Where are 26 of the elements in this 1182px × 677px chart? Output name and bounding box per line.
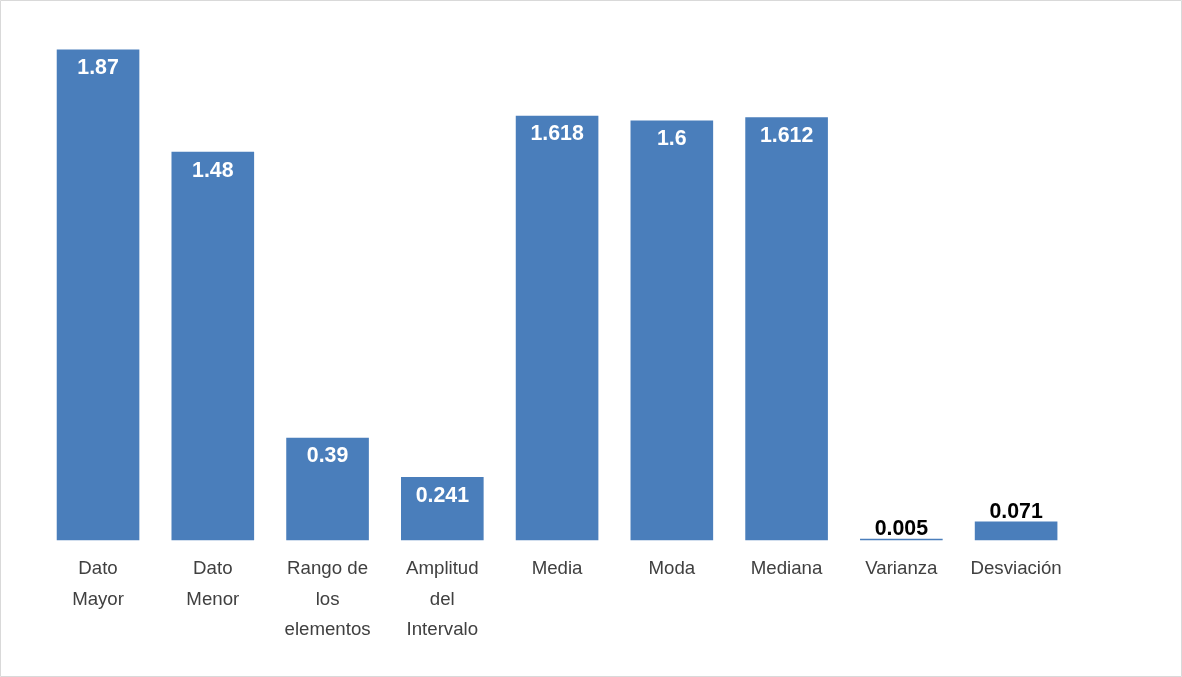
x-tick-label: Rango de los elementos [284, 557, 371, 640]
bar [171, 151, 255, 541]
x-tick-label: Amplitud del Intervalo [406, 557, 479, 640]
data-label: 1.87 [77, 55, 119, 80]
x-tick-label: Dato Mayor [72, 557, 124, 609]
bar [286, 437, 369, 541]
bar [630, 120, 714, 541]
data-label: 1.6 [657, 126, 687, 151]
x-tick-label: Media [531, 557, 584, 579]
data-label: 1.48 [192, 157, 234, 182]
x-tick-label: Moda [648, 557, 696, 579]
bar [974, 521, 1058, 541]
x-tick-label: Dato Menor [186, 557, 240, 609]
x-tick-label: Varianza [865, 557, 939, 579]
x-tick-label: Mediana [750, 557, 823, 579]
data-label: 1.612 [759, 122, 814, 147]
bar [401, 476, 484, 541]
data-label: 0.241 [415, 482, 470, 507]
x-tick-label: Desviación [970, 557, 1062, 579]
data-label: 0.071 [989, 498, 1043, 523]
bar [56, 49, 140, 541]
data-label: 0.005 [874, 515, 929, 540]
bar [515, 115, 599, 541]
data-label: 0.39 [306, 443, 349, 468]
bar [745, 117, 828, 541]
data-label: 1.618 [530, 121, 584, 146]
